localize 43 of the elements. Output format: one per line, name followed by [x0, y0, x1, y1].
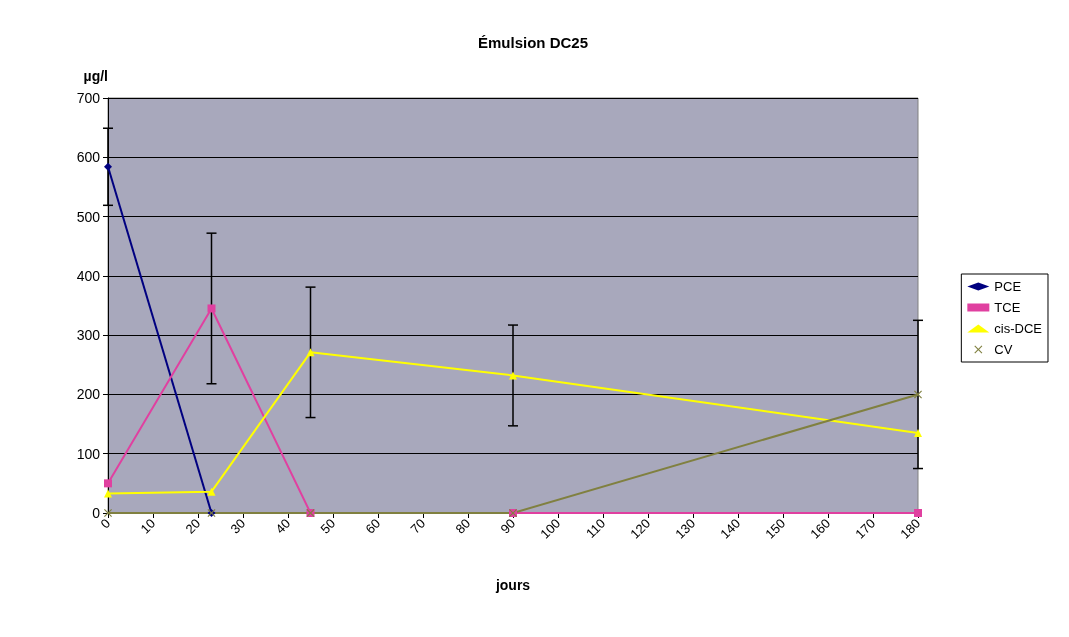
- x-tick-label: 20: [182, 515, 204, 537]
- y-axis-title: µg/l: [83, 68, 108, 84]
- point: [104, 479, 112, 488]
- legend-label: PCE: [994, 279, 1022, 294]
- x-tick-label: 110: [583, 515, 609, 541]
- y-tick-label: 700: [76, 90, 101, 106]
- x-tick-label: 150: [762, 515, 789, 542]
- point: [207, 487, 216, 496]
- y-tick-label: 600: [76, 149, 101, 166]
- x-tick-label: 160: [807, 515, 834, 542]
- point: [914, 428, 922, 437]
- chart-title: Émulsion DC25: [477, 34, 589, 51]
- point: [306, 348, 315, 357]
- x-tick-label: 170: [852, 515, 879, 542]
- legend-label: TCE: [994, 300, 1021, 315]
- x-tick-label: 30: [227, 515, 249, 537]
- x-tick-label: 40: [272, 515, 294, 537]
- x-tick-label: 100: [537, 515, 564, 542]
- point: [207, 304, 216, 313]
- x-tick-label: 90: [497, 515, 519, 537]
- x-tick-label: 60: [362, 515, 384, 537]
- y-tick-label: 200: [76, 386, 101, 403]
- x-tick-label: 50: [317, 515, 339, 537]
- x-tick-label: 140: [717, 515, 744, 542]
- point: [104, 489, 112, 498]
- legend-label: CV: [994, 342, 1013, 357]
- point: [914, 390, 922, 399]
- x-tick-label: 10: [137, 515, 159, 537]
- point: [104, 162, 112, 171]
- legend-label: cis-DCE: [994, 321, 1043, 336]
- y-tick-label: 400: [76, 267, 101, 284]
- point: [914, 509, 922, 517]
- y-tick-label: 500: [76, 208, 101, 225]
- point: [509, 371, 517, 380]
- y-tick-label: 0: [92, 505, 101, 521]
- x-tick-label: 80: [452, 515, 474, 537]
- x-axis-title: jours: [494, 577, 531, 593]
- y-tick-label: 300: [76, 327, 101, 344]
- x-tick-label: 120: [627, 515, 654, 542]
- x-tick-label: 180: [897, 515, 924, 542]
- x-tick-label: 70: [407, 515, 429, 537]
- x-tick-label: 130: [672, 515, 699, 542]
- y-tick-label: 100: [76, 445, 101, 462]
